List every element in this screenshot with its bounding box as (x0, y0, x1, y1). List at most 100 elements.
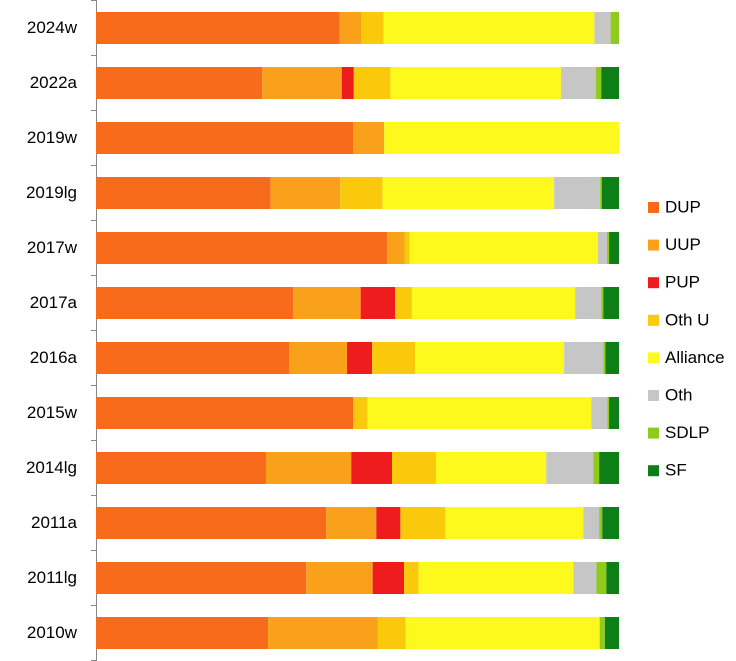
bar-segment (96, 232, 388, 264)
bar-segment (96, 617, 269, 649)
bar-segment (575, 287, 602, 319)
bar-segment (594, 12, 611, 44)
legend-label: DUP (665, 197, 701, 216)
legend-swatch (648, 465, 659, 477)
bar-segment (96, 452, 266, 484)
bar-segment (583, 507, 600, 539)
bar-segment (306, 562, 373, 594)
legend-swatch (648, 239, 659, 251)
bar-segment (598, 232, 607, 264)
bar-segment (607, 397, 610, 429)
legend: DUP UUP PUP Oth U Alliance Oth SDLP SF (648, 197, 725, 480)
category-label: 2024w (27, 18, 78, 37)
bar-segment (591, 397, 608, 429)
category-label: 2016a (30, 348, 78, 367)
bar-segment (377, 617, 406, 649)
bar-segment (353, 397, 368, 429)
bar-segment (599, 617, 605, 649)
legend-label: Alliance (665, 348, 725, 367)
bar-segment (595, 67, 602, 99)
bar-segment (400, 507, 446, 539)
legend-label: PUP (665, 273, 700, 292)
bar-segment (96, 397, 354, 429)
bar-segment (293, 287, 361, 319)
category-label: 2022a (30, 73, 78, 92)
bar-segment (382, 177, 555, 209)
legend-swatch (648, 277, 659, 289)
bar-segment (339, 12, 362, 44)
legend-label: Oth U (665, 310, 709, 329)
legend-swatch (648, 390, 659, 401)
bar-segment (268, 617, 378, 649)
bar-segment (288, 342, 348, 374)
legend-swatch (648, 314, 659, 326)
bar-segment (554, 177, 601, 209)
bar-segment (392, 452, 436, 484)
y-axis (91, 0, 97, 661)
bar-segment (610, 12, 619, 44)
bar-segment (367, 397, 592, 429)
bar-segment (340, 177, 383, 209)
category-label: 2015w (27, 403, 78, 422)
bar-segment (593, 452, 600, 484)
bar-segment (601, 67, 619, 99)
bar-segment (409, 232, 599, 264)
legend-label: UUP (665, 235, 701, 254)
bar-segment (415, 342, 565, 374)
bar-segment (435, 452, 547, 484)
legend-swatch (648, 202, 659, 213)
bar-segment (605, 342, 619, 374)
bar-segment (96, 287, 294, 319)
bar-segment (411, 287, 576, 319)
bar-segment (326, 507, 377, 539)
bar-segment (96, 342, 289, 374)
bar-segment (372, 562, 405, 594)
bar-segment (96, 562, 307, 594)
bar-segment (564, 342, 604, 374)
bar-segment (96, 122, 354, 154)
bar-segment (265, 452, 352, 484)
bar-segment (609, 397, 619, 429)
legend-swatch (648, 427, 659, 439)
bar-segment (387, 232, 405, 264)
bar-segment (604, 617, 619, 649)
bar-segment (390, 67, 561, 99)
bar-segment (602, 507, 619, 539)
bar-segment (601, 177, 619, 209)
bar-segment (603, 342, 606, 374)
bar-segment (573, 562, 597, 594)
bar-segment (606, 562, 619, 594)
category-label: 2019lg (26, 183, 77, 202)
bars (96, 12, 619, 649)
bar-segment (383, 12, 595, 44)
bar-segment (609, 232, 619, 264)
bar-segment (560, 67, 596, 99)
bar-segment (599, 507, 603, 539)
category-label: 2011lg (27, 568, 77, 587)
bar-segment (607, 232, 610, 264)
bar-segment (360, 287, 396, 319)
bar-segment (341, 67, 354, 99)
bar-segment (262, 67, 342, 99)
category-labels: 2024w 2022a 2019w 2019lg 2017w 2017a 2016a 2015… (26, 18, 78, 642)
legend-label: SF (665, 461, 687, 480)
bar-segment (445, 507, 584, 539)
category-label: 2017a (30, 293, 78, 312)
bar-segment (96, 507, 327, 539)
category-label: 2017w (27, 238, 78, 257)
legend-swatch (648, 352, 659, 364)
bar-segment (372, 342, 416, 374)
legend-label: SDLP (665, 423, 709, 442)
bar-segment (599, 452, 619, 484)
legend-label: Oth (665, 385, 692, 404)
bar-segment (546, 452, 594, 484)
bar-segment (384, 122, 619, 154)
bar-segment (395, 287, 412, 319)
bar-segment (96, 12, 340, 44)
bar-segment (600, 177, 602, 209)
category-label: 2010w (27, 623, 78, 642)
bar-segment (404, 562, 419, 594)
bar-segment (270, 177, 341, 209)
bar-segment (96, 67, 263, 99)
